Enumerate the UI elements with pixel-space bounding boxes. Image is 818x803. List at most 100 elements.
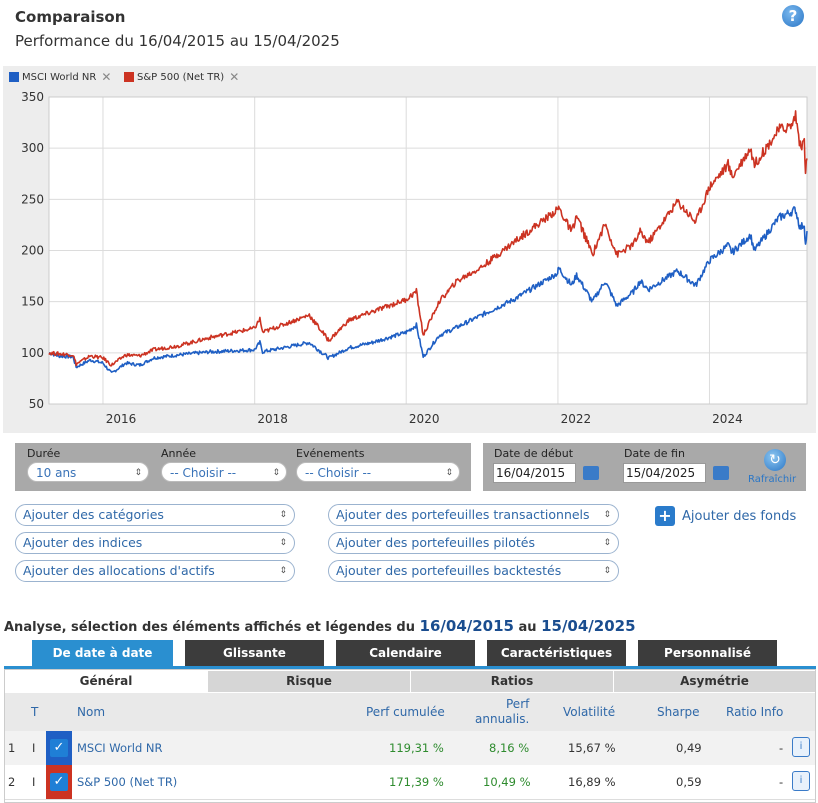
select-label: Ajouter des allocations d'actifs <box>23 563 215 578</box>
subtab-asymetrie[interactable]: Asymétrie <box>614 671 815 692</box>
remove-series-icon[interactable]: ✕ <box>101 70 112 84</box>
updown-icon: ⇕ <box>272 468 280 478</box>
y-tick-label: 150 <box>21 295 44 309</box>
y-tick-label: 350 <box>21 90 44 104</box>
y-tick-label: 200 <box>21 244 44 258</box>
row-volatilite: 16,89 % <box>568 775 616 789</box>
legend-item-sp500[interactable]: S&P 500 (Net TR) ✕ <box>124 70 239 84</box>
col-perf-cumulee[interactable]: Perf cumulée <box>366 705 445 719</box>
col-perf-annualis-line2[interactable]: annualis. <box>475 712 530 726</box>
row-name[interactable]: MSCI World NR <box>77 741 163 755</box>
help-icon[interactable]: ? <box>782 5 804 27</box>
analyse-date-from: 16/04/2015 <box>419 617 514 635</box>
x-tick-label: 2022 <box>561 412 592 426</box>
evenements-value: -- Choisir -- <box>305 466 372 480</box>
table-header <box>5 693 815 731</box>
row-checkbox[interactable]: ✓ <box>50 773 68 791</box>
series-line-msci-world <box>48 206 808 373</box>
legend-label: S&P 500 (Net TR) <box>137 71 225 83</box>
x-tick-label: 2016 <box>106 412 137 426</box>
row-sharpe: 0,49 <box>676 741 702 755</box>
row-number: 2 <box>8 775 16 789</box>
page-title: Comparaison <box>15 8 126 26</box>
duree-select[interactable]: 10 ans ⇕ <box>27 462 149 482</box>
analyse-mid: au <box>518 620 537 635</box>
updown-icon: ⇕ <box>279 510 287 520</box>
refresh-label[interactable]: Rafraîchir <box>748 474 797 485</box>
updown-icon: ⇕ <box>134 468 142 478</box>
col-volatilite[interactable]: Volatilité <box>563 705 616 719</box>
row-type: I <box>32 741 36 755</box>
row-type: I <box>32 775 36 789</box>
plus-icon[interactable]: + <box>655 506 675 526</box>
updown-icon: ⇕ <box>603 538 611 548</box>
row-perf-cumulee: 171,39 % <box>389 775 444 789</box>
subtab-ratios[interactable]: Ratios <box>411 671 613 692</box>
annee-label: Année <box>161 447 197 460</box>
add-pilotes-select[interactable]: Ajouter des portefeuilles pilotés ⇕ <box>328 532 619 554</box>
add-categories-select[interactable]: Ajouter des catégories ⇕ <box>15 504 295 526</box>
updown-icon: ⇕ <box>279 566 287 576</box>
legend-swatch <box>9 72 19 82</box>
chart-series <box>48 110 808 373</box>
select-label: Ajouter des portefeuilles transactionnel… <box>336 507 590 522</box>
remove-series-icon[interactable]: ✕ <box>229 70 240 84</box>
add-fonds-link[interactable]: Ajouter des fonds <box>682 509 797 524</box>
tab-caracteristiques[interactable]: Caractéristiques <box>487 640 626 666</box>
col-sharpe[interactable]: Sharpe <box>657 705 700 719</box>
tab-personnalise[interactable]: Personnalisé <box>638 640 777 666</box>
row-volatilite: 15,67 % <box>568 741 616 755</box>
select-label: Ajouter des portefeuilles backtestés <box>336 563 562 578</box>
analyse-prefix: Analyse, sélection des éléments affichés… <box>4 620 415 635</box>
refresh-icon[interactable]: ↻ <box>764 449 786 471</box>
y-tick-label: 50 <box>29 397 44 411</box>
chart-grid <box>48 96 808 405</box>
row-number: 1 <box>8 741 16 755</box>
tabs-underline <box>4 666 816 669</box>
calendar-icon[interactable] <box>583 466 599 480</box>
series-line-sp500 <box>48 110 808 367</box>
date-debut-input[interactable]: 16/04/2015 <box>493 463 576 483</box>
updown-icon: ⇕ <box>603 510 611 520</box>
add-indices-select[interactable]: Ajouter des indices ⇕ <box>15 532 295 554</box>
y-tick-label: 100 <box>21 346 44 360</box>
row-perf-cumulee: 119,31 % <box>389 741 444 755</box>
x-tick-label: 2018 <box>257 412 288 426</box>
row-sharpe: 0,59 <box>676 775 702 789</box>
duree-value: 10 ans <box>36 466 77 480</box>
subtab-general[interactable]: Général <box>5 671 207 692</box>
evenements-select[interactable]: -- Choisir -- ⇕ <box>296 462 460 482</box>
fund-info-icon[interactable]: i <box>792 737 810 757</box>
y-axis: 50 100 150 200 250 300 350 <box>21 90 44 411</box>
add-backtestes-select[interactable]: Ajouter des portefeuilles backtestés ⇕ <box>328 560 619 582</box>
col-perf-annualis-line1[interactable]: Perf <box>506 697 530 711</box>
select-label: Ajouter des indices <box>23 535 143 550</box>
legend-item-msci[interactable]: MSCI World NR ✕ <box>9 70 111 84</box>
page-subtitle: Performance du 16/04/2015 au 15/04/2025 <box>15 32 340 50</box>
tab-glissante[interactable]: Glissante <box>185 640 324 666</box>
tab-de-date-a-date[interactable]: De date à date <box>32 640 173 669</box>
add-allocations-select[interactable]: Ajouter des allocations d'actifs ⇕ <box>15 560 295 582</box>
col-nom[interactable]: Nom <box>77 705 106 719</box>
updown-icon: ⇕ <box>279 538 287 548</box>
select-label: Ajouter des portefeuilles pilotés <box>336 535 535 550</box>
date-fin-label: Date de fin <box>624 447 685 460</box>
date-debut-label: Date de début <box>494 447 574 460</box>
annee-value: -- Choisir -- <box>170 466 237 480</box>
add-transactionnels-select[interactable]: Ajouter des portefeuilles transactionnel… <box>328 504 619 526</box>
row-name[interactable]: S&P 500 (Net TR) <box>77 775 178 789</box>
col-t: T <box>31 705 39 719</box>
calendar-icon[interactable] <box>713 466 729 480</box>
evenements-label: Evénements <box>296 447 365 460</box>
date-fin-input[interactable]: 15/04/2025 <box>623 463 706 483</box>
updown-icon: ⇕ <box>603 566 611 576</box>
x-tick-label: 2024 <box>712 412 743 426</box>
col-ratio-info[interactable]: Ratio Info <box>726 705 784 719</box>
x-axis: 2016 2018 2020 2022 2024 <box>106 412 743 426</box>
plot-border <box>48 96 808 405</box>
tab-calendaire[interactable]: Calendaire <box>336 640 475 666</box>
fund-info-icon[interactable]: i <box>792 771 810 791</box>
annee-select[interactable]: -- Choisir -- ⇕ <box>161 462 287 482</box>
subtab-risque[interactable]: Risque <box>208 671 410 692</box>
row-checkbox[interactable]: ✓ <box>50 739 68 757</box>
